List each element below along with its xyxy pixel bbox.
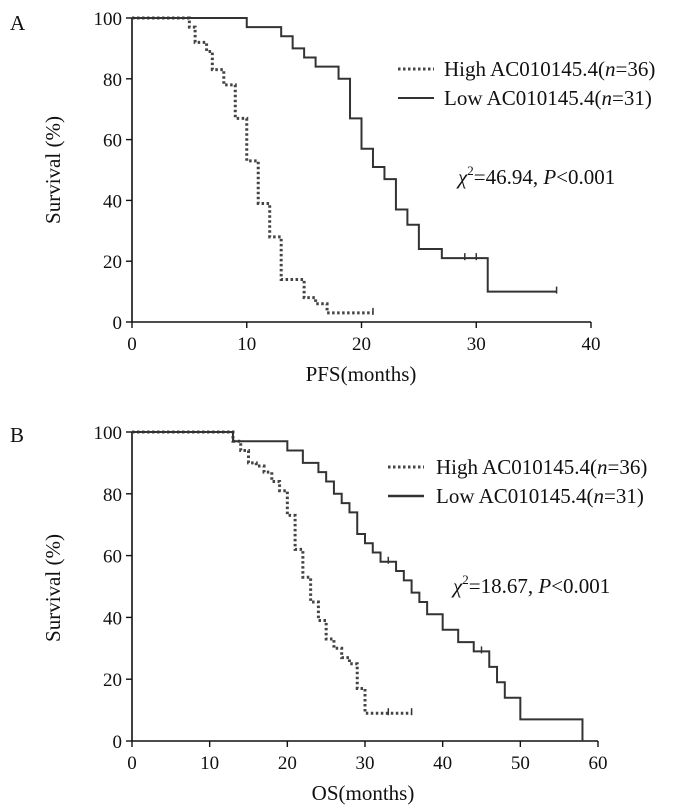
panel-b: B 0 10 20 30 40 50 60 0 20 40 60 80 100 OS(months) S… [10, 423, 647, 805]
y-tick-label-a: 80 [103, 70, 122, 91]
panel-label-a: A [10, 11, 26, 35]
y-tick-label-a: 60 [103, 131, 122, 152]
legend-label-low-b: Low AC010145.4(n=31) [436, 484, 644, 508]
x-tick-label-b: 10 [200, 753, 219, 774]
legend-item-low-a: Low AC010145.4(n=31) [398, 86, 652, 110]
legend-item-low-b: Low AC010145.4(n=31) [388, 484, 644, 508]
x-tick-label-b: 20 [278, 753, 297, 774]
survival-curve-low-a [132, 17, 557, 293]
x-tick-label-a: 20 [352, 334, 371, 355]
y-tick-label-b: 80 [103, 485, 122, 506]
y-tick-label-a: 20 [103, 252, 122, 273]
survival-curve-high-b [132, 430, 412, 715]
panel-a: A 0 10 20 30 40 0 20 40 60 80 100 PFS(months) Surv… [10, 9, 655, 386]
y-tick-label-b: 40 [103, 608, 122, 629]
legend-label-high-a: High AC010145.4(n=36) [444, 57, 655, 81]
legend-item-high-b: High AC010145.4(n=36) [388, 455, 647, 479]
x-tick-label-b: 40 [433, 753, 452, 774]
y-tick-label-b: 60 [103, 547, 122, 568]
legend-label-low-a: Low AC010145.4(n=31) [444, 86, 652, 110]
curves-a [132, 16, 558, 315]
x-tick-label-a: 40 [582, 334, 601, 355]
x-tick-label-b: 30 [356, 753, 375, 774]
panel-label-b: B [10, 423, 24, 447]
y-tick-label-a: 40 [103, 191, 122, 212]
x-tick-label-a: 10 [237, 334, 256, 355]
x-tick-label-b: 60 [589, 753, 608, 774]
ticks-a: 0 10 20 30 40 0 20 40 60 80 100 [94, 9, 601, 355]
stat-annotation-b: χ2=18.67, P<0.001 [451, 572, 610, 598]
legend-item-high-a: High AC010145.4(n=36) [398, 57, 655, 81]
x-axis-label-a: PFS(months) [306, 362, 417, 386]
y-axis-label-b: Survival (%) [41, 534, 65, 642]
legend-label-high-b: High AC010145.4(n=36) [436, 455, 647, 479]
survival-curve-high-a [132, 16, 373, 315]
y-tick-label-b: 20 [103, 670, 122, 691]
y-tick-label-b: 100 [94, 423, 123, 444]
y-tick-label-a: 100 [94, 9, 123, 30]
x-tick-label-a: 0 [127, 334, 137, 355]
stat-annotation-a: χ2=46.94, P<0.001 [456, 163, 615, 189]
legend-a: High AC010145.4(n=36) Low AC010145.4(n=3… [398, 57, 655, 110]
x-tick-label-b: 0 [127, 753, 137, 774]
x-axis-label-b: OS(months) [312, 781, 415, 805]
x-tick-label-b: 50 [511, 753, 530, 774]
y-tick-label-a: 0 [113, 313, 123, 334]
legend-b: High AC010145.4(n=36) Low AC010145.4(n=3… [388, 455, 647, 508]
y-tick-label-b: 0 [113, 732, 123, 753]
y-axis-label-a: Survival (%) [41, 116, 65, 224]
ticks-b: 0 10 20 30 40 50 60 0 20 40 60 80 100 [94, 423, 608, 774]
curves-b [132, 430, 584, 741]
x-tick-label-a: 30 [467, 334, 486, 355]
